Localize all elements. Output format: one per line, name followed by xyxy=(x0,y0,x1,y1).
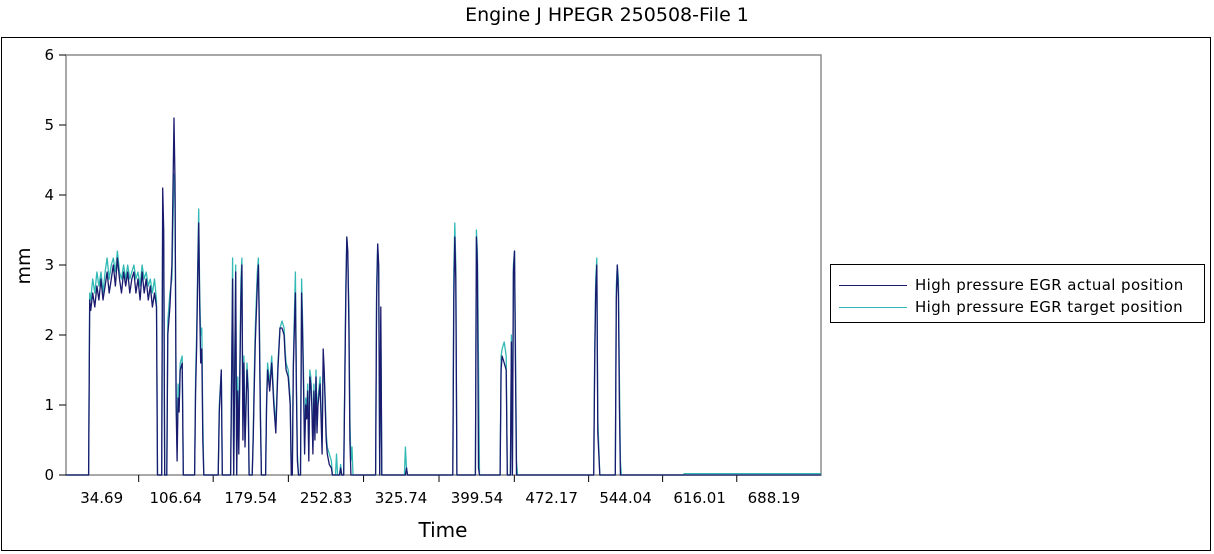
chart-frame xyxy=(1,37,1211,551)
legend-entry-target: High pressure EGR target position xyxy=(839,297,1183,317)
x-tick-label-5: 399.54 xyxy=(451,489,504,507)
x-axis-label: Time xyxy=(418,518,468,542)
legend-label-actual: High pressure EGR actual position xyxy=(915,276,1184,294)
y-tick-label-4: 4 xyxy=(44,186,54,204)
chart-legend: High pressure EGR actual position High p… xyxy=(830,264,1205,323)
y-axis-label: mm xyxy=(13,247,35,284)
legend-swatch-actual xyxy=(839,284,907,286)
legend-label-target: High pressure EGR target position xyxy=(915,298,1184,316)
x-tick-label-6: 472.17 xyxy=(525,489,578,507)
x-tick-label-1: 106.64 xyxy=(149,489,202,507)
x-tick-label-9: 688.19 xyxy=(748,489,801,507)
x-tick-label-2: 179.54 xyxy=(224,489,277,507)
legend-swatch-target xyxy=(839,306,907,308)
x-tick-label-0: 34.69 xyxy=(80,489,123,507)
x-axis: 34.69 106.64 179.54 252.83 325.74 399.54 472.1… xyxy=(80,475,800,507)
legend-entry-actual: High pressure EGR actual position xyxy=(839,275,1184,295)
chart-title: Engine J HPEGR 250508-File 1 xyxy=(465,4,749,26)
y-tick-label-0: 0 xyxy=(44,466,54,484)
plot-background xyxy=(65,54,822,476)
y-tick-label-2: 2 xyxy=(44,326,54,344)
series-layer xyxy=(66,117,821,476)
x-tick-label-7: 544.04 xyxy=(599,489,652,507)
y-tick-label-1: 1 xyxy=(44,396,54,414)
series-line-0 xyxy=(66,117,821,476)
x-tick-label-8: 616.01 xyxy=(673,489,726,507)
y-tick-label-6: 6 xyxy=(44,46,54,64)
y-tick-label-5: 5 xyxy=(44,116,54,134)
y-axis: 0 1 2 3 4 5 6 xyxy=(44,46,66,484)
x-tick-label-3: 252.83 xyxy=(300,489,353,507)
y-tick-label-3: 3 xyxy=(44,256,54,274)
x-tick-label-4: 325.74 xyxy=(375,489,428,507)
